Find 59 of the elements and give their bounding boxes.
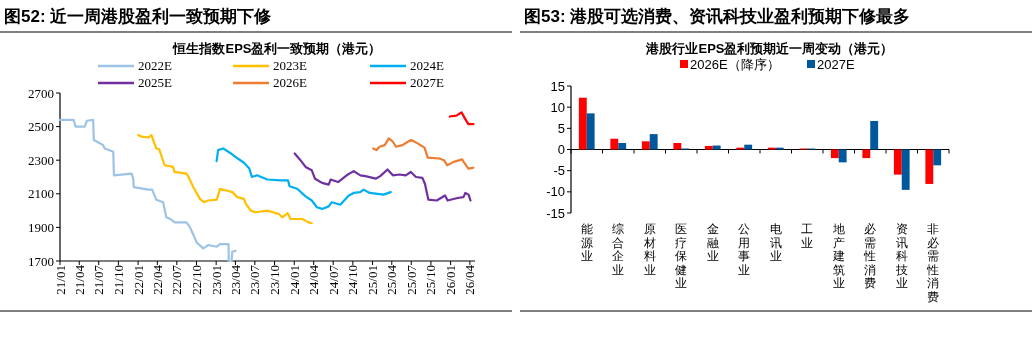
chart-subtitle: 恒生指数EPS盈利一致预期（港元）	[172, 41, 382, 56]
chart-title: 图53: 港股可选消费、资讯科技业盈利预期下修最多	[524, 7, 911, 26]
y-tick-label: 0	[557, 142, 565, 157]
x-tick-label: 公用事业	[738, 222, 751, 277]
x-tick-label: 23/07	[247, 264, 263, 295]
y-tick-label: 2500	[28, 119, 54, 135]
x-tick-label: 25/04	[384, 264, 400, 295]
x-tick-label: 24/01	[286, 265, 302, 295]
x-tick-label: 21/10	[110, 265, 126, 295]
chart-subtitle: 港股行业EPS盈利预期近一周变动（港元）	[645, 41, 894, 56]
x-tick-label: 综合企业	[612, 222, 625, 277]
y-tick-label: -10	[546, 184, 565, 200]
x-tick-label: 25/07	[403, 264, 419, 295]
x-tick-label: 21/01	[52, 265, 68, 295]
x-tick-label: 21/07	[91, 264, 107, 295]
y-tick-label: -5	[553, 163, 565, 179]
x-tick-label: 25/01	[365, 265, 381, 295]
legend-label: 2024E	[410, 58, 444, 73]
legend-label: 2026E（降序）	[690, 57, 780, 72]
y-tick-label: 1900	[28, 219, 54, 235]
legend-label: 2026E	[273, 75, 307, 90]
x-tick-label: 22/10	[188, 265, 204, 295]
y-tick-label: 1700	[28, 253, 54, 269]
x-tick-label: 非必需性消费	[926, 222, 940, 304]
x-tick-label: 必需性消费	[863, 222, 877, 290]
legend-label: 2022E	[138, 58, 172, 73]
x-tick-label: 22/01	[130, 265, 146, 295]
y-tick-label: 2100	[28, 186, 54, 202]
x-tick-label: 23/10	[267, 265, 283, 295]
x-tick-label: 24/04	[306, 264, 322, 295]
x-tick-label: 工业	[801, 222, 814, 250]
x-tick-label: 25/10	[423, 265, 439, 295]
x-tick-label: 资讯科技业	[894, 222, 908, 290]
x-tick-label: 能源业	[580, 222, 593, 263]
y-tick-label: 2700	[28, 85, 54, 101]
legend-label: 2027E	[410, 75, 444, 90]
y-tick-label: 10	[550, 99, 565, 115]
y-tick-label: -15	[546, 205, 565, 221]
y-tick-label: 15	[550, 78, 565, 94]
legend-label: 2027E	[817, 57, 855, 72]
x-tick-label: 24/07	[325, 264, 341, 295]
legend-label: 2025E	[138, 75, 172, 90]
x-tick-label: 26/04	[462, 264, 478, 295]
x-tick-label: 23/04	[227, 264, 243, 295]
x-tick-label: 21/04	[71, 264, 87, 295]
x-tick-label: 26/01	[443, 265, 459, 295]
x-tick-label: 24/10	[345, 265, 361, 295]
chart-title: 图52: 近一周港股盈利一致预期下修	[4, 7, 273, 26]
x-tick-label: 23/01	[208, 265, 224, 295]
x-tick-label: 医疗保健业	[675, 222, 688, 290]
x-tick-label: 金融业	[706, 222, 719, 263]
x-tick-label: 原材料业	[642, 222, 656, 277]
y-tick-label: 2300	[28, 152, 54, 168]
x-tick-label: 22/07	[169, 264, 185, 295]
legend-label: 2023E	[273, 58, 307, 73]
x-tick-label: 22/04	[149, 264, 165, 295]
x-tick-label: 地产建筑业	[831, 222, 845, 290]
x-tick-label: 电讯业	[769, 222, 782, 263]
y-tick-label: 5	[557, 120, 565, 136]
